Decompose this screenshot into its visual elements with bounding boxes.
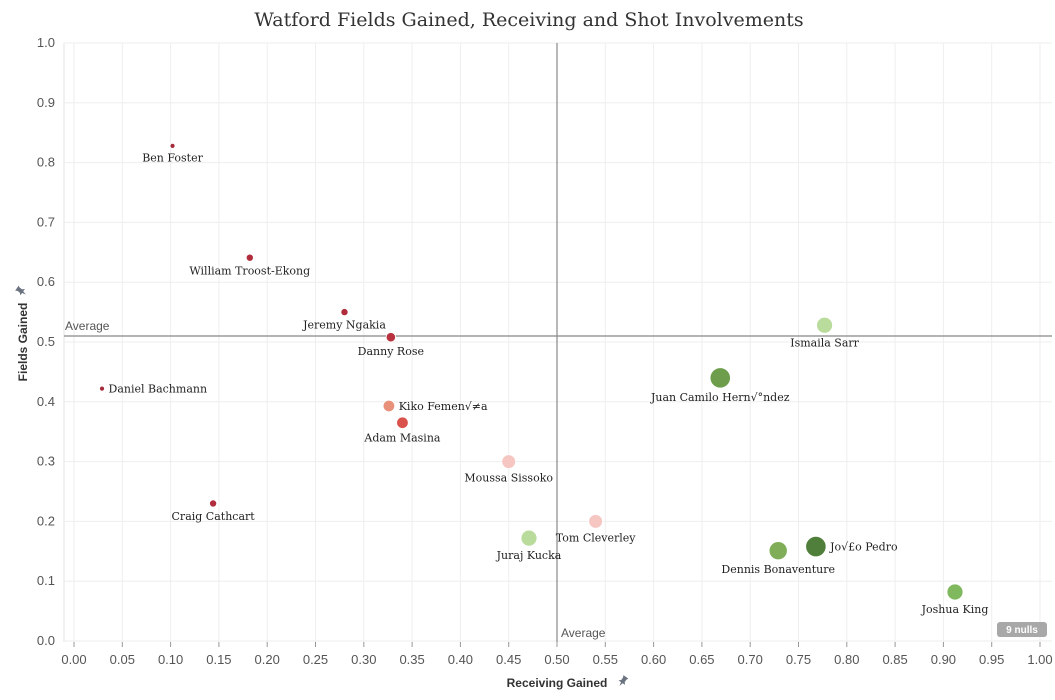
label-ismaila-sarr: Ismaila Sarr — [790, 336, 859, 349]
label-kiko-femen-a: Kiko Femen√≠a — [399, 400, 488, 413]
x-tick-label: 0.50 — [544, 652, 569, 667]
label-craig-cathcart: Craig Cathcart — [172, 510, 256, 523]
x-tick-label: 0.20 — [255, 652, 280, 667]
point-dennis-bonaventure[interactable] — [768, 541, 788, 561]
point-tom-cleverley[interactable] — [588, 514, 603, 529]
label-william-troost-ekong: William Troost-Ekong — [189, 264, 310, 277]
label-moussa-sissoko: Moussa Sissoko — [464, 472, 553, 485]
y-axis-title: Fields Gained — [16, 303, 30, 382]
data-points — [99, 142, 964, 601]
x-tick-label: 0.10 — [158, 652, 183, 667]
label-jeremy-ngakia: Jeremy Ngakia — [302, 319, 386, 332]
y-tick-label: 1.0 — [37, 35, 55, 50]
x-tick-label: 0.90 — [931, 652, 956, 667]
point-moussa-sissoko[interactable] — [501, 454, 517, 469]
point-william-troost-ekong[interactable] — [245, 253, 254, 262]
y-tick-label: 0.5 — [37, 334, 55, 349]
axis-ticks: 0.00 0.05 0.10 0.15 0.20 0.25 0.30 0.35 0.40 0.45… — [37, 35, 1053, 667]
y-tick-label: 0.4 — [37, 394, 55, 409]
point-jo-o-pedro[interactable] — [805, 535, 827, 558]
point-danny-rose[interactable] — [385, 332, 396, 343]
point-kiko-femen-a[interactable] — [382, 399, 396, 413]
y-tick-label: 0.7 — [37, 214, 55, 229]
y-tick-label: 0.9 — [37, 95, 55, 110]
nulls-badge-text: 9 nulls — [1006, 625, 1038, 636]
x-tick-label: 0.95 — [979, 652, 1004, 667]
y-average-label: Average — [65, 319, 110, 333]
y-tick-label: 0.2 — [37, 513, 55, 528]
point-jeremy-ngakia[interactable] — [340, 308, 349, 317]
label-daniel-bachmann: Daniel Bachmann — [109, 383, 208, 396]
x-axis-pin-icon[interactable] — [616, 675, 629, 689]
x-tick-label: 0.40 — [448, 652, 473, 667]
x-tick-label: 0.05 — [110, 652, 135, 667]
y-tick-label: 0.1 — [37, 573, 55, 588]
x-tick-label: 1.00 — [1027, 652, 1052, 667]
x-tick-label: 0.70 — [738, 652, 763, 667]
label-jo-o-pedro: Jo√£o Pedro — [829, 541, 898, 554]
x-tick-label: 0.35 — [399, 652, 424, 667]
point-joshua-king[interactable] — [946, 583, 964, 601]
x-tick-label: 0.80 — [834, 652, 859, 667]
x-tick-label: 0.00 — [61, 652, 86, 667]
x-tick-label: 0.60 — [641, 652, 666, 667]
data-labels: Ben Foster William Troost-Ekong Jeremy Nga… — [109, 151, 989, 616]
x-tick-label: 0.30 — [351, 652, 376, 667]
y-tick-label: 0.6 — [37, 274, 55, 289]
point-ben-foster[interactable] — [169, 142, 176, 149]
point-juraj-kucka[interactable] — [520, 529, 538, 547]
point-daniel-bachmann[interactable] — [99, 385, 105, 392]
x-average-label: Average — [561, 626, 606, 640]
point-ismaila-sarr[interactable] — [816, 316, 833, 334]
x-tick-label: 0.65 — [689, 652, 714, 667]
y-tick-label: 0.3 — [37, 454, 55, 469]
reference-lines: Average Average — [64, 43, 1052, 642]
label-ben-foster: Ben Foster — [142, 151, 203, 164]
point-adam-masina[interactable] — [396, 416, 409, 429]
label-juan-camilo-hern-ndez: Juan Camilo Hern√°ndez — [650, 391, 790, 404]
label-tom-cleverley: Tom Cleverley — [556, 531, 636, 544]
label-adam-masina: Adam Masina — [363, 432, 441, 445]
x-tick-label: 0.45 — [496, 652, 521, 667]
chart-title: Watford Fields Gained, Receiving and Sho… — [254, 9, 803, 31]
label-joshua-king: Joshua King — [921, 603, 989, 616]
y-tick-label: 0.8 — [37, 155, 55, 170]
y-tick-label: 0.0 — [37, 633, 55, 648]
label-danny-rose: Danny Rose — [358, 345, 424, 358]
point-juan-camilo-hern-ndez[interactable] — [709, 367, 731, 389]
x-tick-label: 0.25 — [303, 652, 328, 667]
x-tick-label: 0.55 — [593, 652, 618, 667]
nulls-badge[interactable]: 9 nulls — [997, 622, 1047, 637]
y-axis-pin-icon[interactable] — [15, 285, 29, 298]
x-tick-label: 0.75 — [786, 652, 811, 667]
x-tick-label: 0.85 — [882, 652, 907, 667]
x-tick-label: 0.15 — [206, 652, 231, 667]
x-axis-title: Receiving Gained — [507, 676, 608, 690]
point-craig-cathcart[interactable] — [209, 499, 218, 508]
label-juraj-kucka: Juraj Kucka — [496, 549, 562, 562]
label-dennis-bonaventure: Dennis Bonaventure — [721, 563, 835, 576]
